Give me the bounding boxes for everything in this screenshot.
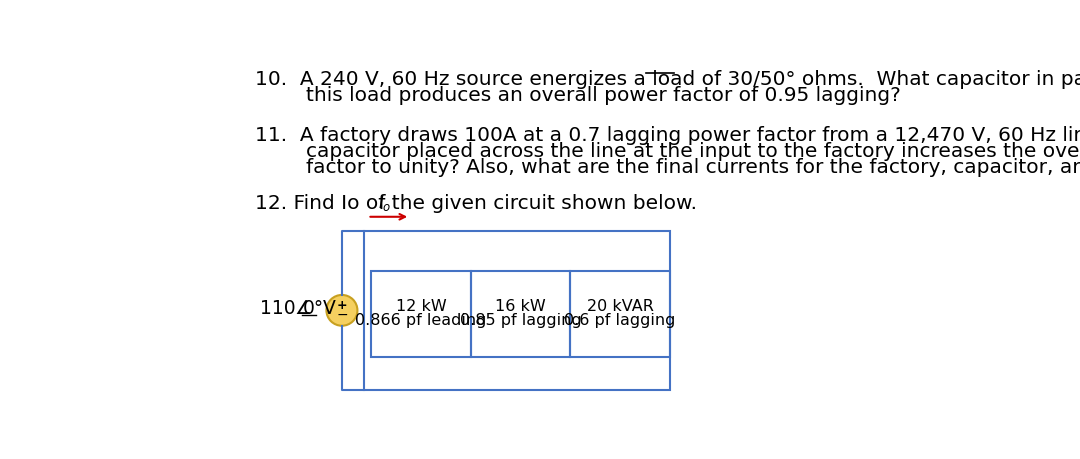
Text: capacitor placed across the line at the input to the factory increases the overa: capacitor placed across the line at the … bbox=[255, 142, 1080, 161]
Text: ∠: ∠ bbox=[295, 299, 311, 318]
Text: 16 kW: 16 kW bbox=[496, 299, 545, 314]
Text: 20 kVAR: 20 kVAR bbox=[586, 299, 653, 314]
Text: V: V bbox=[318, 299, 336, 318]
Text: 12 kW: 12 kW bbox=[395, 299, 446, 314]
Text: 110: 110 bbox=[260, 299, 296, 318]
Bar bbox=[471, 271, 570, 357]
Text: 0.85 pf lagging: 0.85 pf lagging bbox=[460, 313, 581, 328]
Text: this load produces an overall power factor of 0.95 lagging?: this load produces an overall power fact… bbox=[255, 86, 901, 105]
Text: 0.6 pf lagging: 0.6 pf lagging bbox=[565, 313, 676, 328]
Text: −: − bbox=[336, 308, 348, 322]
Bar bbox=[570, 271, 670, 357]
Text: 0.866 pf leading: 0.866 pf leading bbox=[355, 313, 487, 328]
Text: 0°: 0° bbox=[302, 299, 324, 318]
Circle shape bbox=[326, 295, 357, 326]
Text: 11.  A factory draws 100A at a 0.7 lagging power factor from a 12,470 V, 60 Hz l: 11. A factory draws 100A at a 0.7 laggin… bbox=[255, 126, 1080, 145]
Bar bbox=[364, 230, 670, 390]
Text: 12. Find Io of the given circuit shown below.: 12. Find Io of the given circuit shown b… bbox=[255, 194, 697, 213]
Text: +: + bbox=[337, 299, 348, 312]
Text: $I_o$: $I_o$ bbox=[378, 193, 392, 213]
Text: factor to unity? Also, what are the final currents for the factory, capacitor, a: factor to unity? Also, what are the fina… bbox=[255, 158, 1080, 177]
Bar bbox=[372, 271, 471, 357]
Text: 10.  A 240 V, 60 Hz source energizes a load of 30/50° ohms.  What capacitor in p: 10. A 240 V, 60 Hz source energizes a lo… bbox=[255, 71, 1080, 90]
